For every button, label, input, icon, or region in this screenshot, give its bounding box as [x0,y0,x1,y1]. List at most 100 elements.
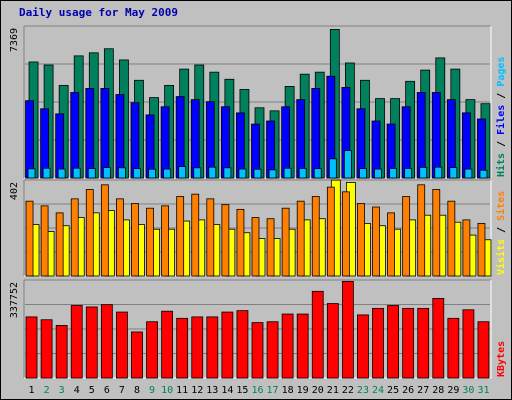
y-max-label: 7369 [9,28,20,52]
bar-sites-day-9 [146,207,154,277]
bar-kbytes-day-15 [236,310,249,379]
x-tick-label-day-12: 12 [191,385,203,396]
bar-files-day-15 [236,112,245,179]
bar-pages-day-24 [374,168,382,179]
legend-entry: Visits [495,239,507,275]
bar-files-day-20 [311,88,321,179]
legend-entry: / [496,87,507,105]
bar-kbytes-day-19 [296,313,309,379]
y-max-label: 402 [9,182,20,200]
bar-files-day-17 [266,120,275,179]
x-tick-label-day-1: 1 [29,385,35,396]
bar-pages-day-9 [148,168,156,179]
bar-sites-day-10 [161,205,170,277]
legend-entry: Pages [496,57,507,87]
bar-files-day-23 [356,108,366,179]
bar-kbytes-day-26 [402,307,415,379]
bar-pages-day-7 [118,167,126,179]
bar-kbytes-day-21 [326,303,339,379]
bar-sites-day-25 [387,212,395,277]
bar-files-day-29 [446,99,456,179]
bar-pages-day-18 [283,167,292,179]
x-tick-label-day-13: 13 [206,385,218,396]
bar-files-day-18 [281,106,291,179]
x-tick-label-day-10: 10 [161,385,173,396]
bar-pages-day-26 [404,168,413,179]
x-tick-label-day-17: 17 [267,385,279,396]
bar-kbytes-day-6 [100,304,113,379]
bar-files-day-10 [160,106,170,179]
x-tick-label-day-16: 16 [251,385,263,396]
legend-entry: Sites [495,191,507,221]
legend: KBytes [496,341,507,377]
bar-pages-day-10 [163,168,172,179]
bar-pages-day-29 [449,167,458,179]
legend-entry: Hits [495,153,507,177]
bar-kbytes-day-18 [281,313,294,379]
bar-sites-day-18 [281,207,290,277]
bar-files-day-12 [190,99,200,179]
bar-files-day-28 [431,92,441,179]
bar-kbytes-day-24 [372,307,384,379]
bar-files-day-5 [85,88,95,179]
x-tick-label-day-7: 7 [119,385,125,396]
bar-sites-day-30 [462,219,471,277]
x-tick-label-day-15: 15 [236,385,248,396]
bar-pages-day-23 [359,168,367,179]
bar-kbytes-day-29 [447,317,460,379]
bar-sites-day-29 [447,200,456,277]
bar-files-day-7 [115,94,125,179]
x-tick-label-day-2: 2 [44,385,50,396]
bar-sites-day-12 [191,193,200,277]
bar-pages-day-15 [238,168,247,179]
bar-kbytes-day-4 [70,305,83,379]
bar-sites-day-4 [70,198,79,277]
legend-entry: Files [495,105,507,135]
bar-sites-day-23 [357,203,365,277]
bar-files-day-4 [70,92,80,179]
bar-sites-day-27 [417,184,426,277]
bar-kbytes-day-12 [191,316,204,379]
bar-kbytes-day-7 [116,311,128,379]
bar-pages-day-27 [419,167,428,179]
bar-pages-day-6 [102,167,111,179]
bar-sites-day-15 [236,208,245,277]
bar-pages-day-14 [223,167,232,179]
x-tick-label-day-23: 23 [357,385,369,396]
bar-kbytes-day-27 [417,307,430,379]
bar-kbytes-day-5 [85,306,98,379]
bar-kbytes-day-9 [146,321,158,379]
bar-sites-day-26 [402,196,411,277]
bar-sites-day-14 [221,204,230,277]
bar-sites-day-6 [100,184,109,277]
bar-kbytes-day-22 [341,280,354,379]
bar-files-day-2 [40,108,49,179]
bar-files-day-8 [130,102,140,179]
bar-kbytes-day-8 [131,331,143,379]
bar-kbytes-day-17 [266,321,279,379]
bar-sites-day-7 [116,198,124,277]
bar-pages-day-20 [313,168,322,179]
bar-kbytes-day-20 [311,290,324,379]
bar-pages-day-21 [328,158,337,179]
legend-entry: / [496,135,507,153]
bar-sites-day-31 [477,222,486,277]
bar-pages-day-12 [193,167,202,179]
bar-files-day-13 [205,101,215,179]
bar-files-day-14 [220,106,230,179]
bar-files-day-27 [416,92,426,179]
bar-kbytes-day-3 [55,325,68,379]
bar-kbytes-day-31 [477,321,490,379]
bar-pages-day-3 [57,168,66,179]
bar-sites-day-19 [296,200,305,277]
bar-sites-day-1 [25,200,34,277]
bar-pages-day-13 [208,166,217,179]
bar-sites-day-11 [176,196,185,277]
bar-pages-day-30 [464,168,473,179]
x-tick-label-day-6: 6 [104,385,110,396]
bar-kbytes-day-25 [387,305,399,379]
bar-sites-day-2 [40,205,49,277]
bar-sites-day-17 [266,218,275,277]
x-tick-label-day-21: 21 [327,385,339,396]
